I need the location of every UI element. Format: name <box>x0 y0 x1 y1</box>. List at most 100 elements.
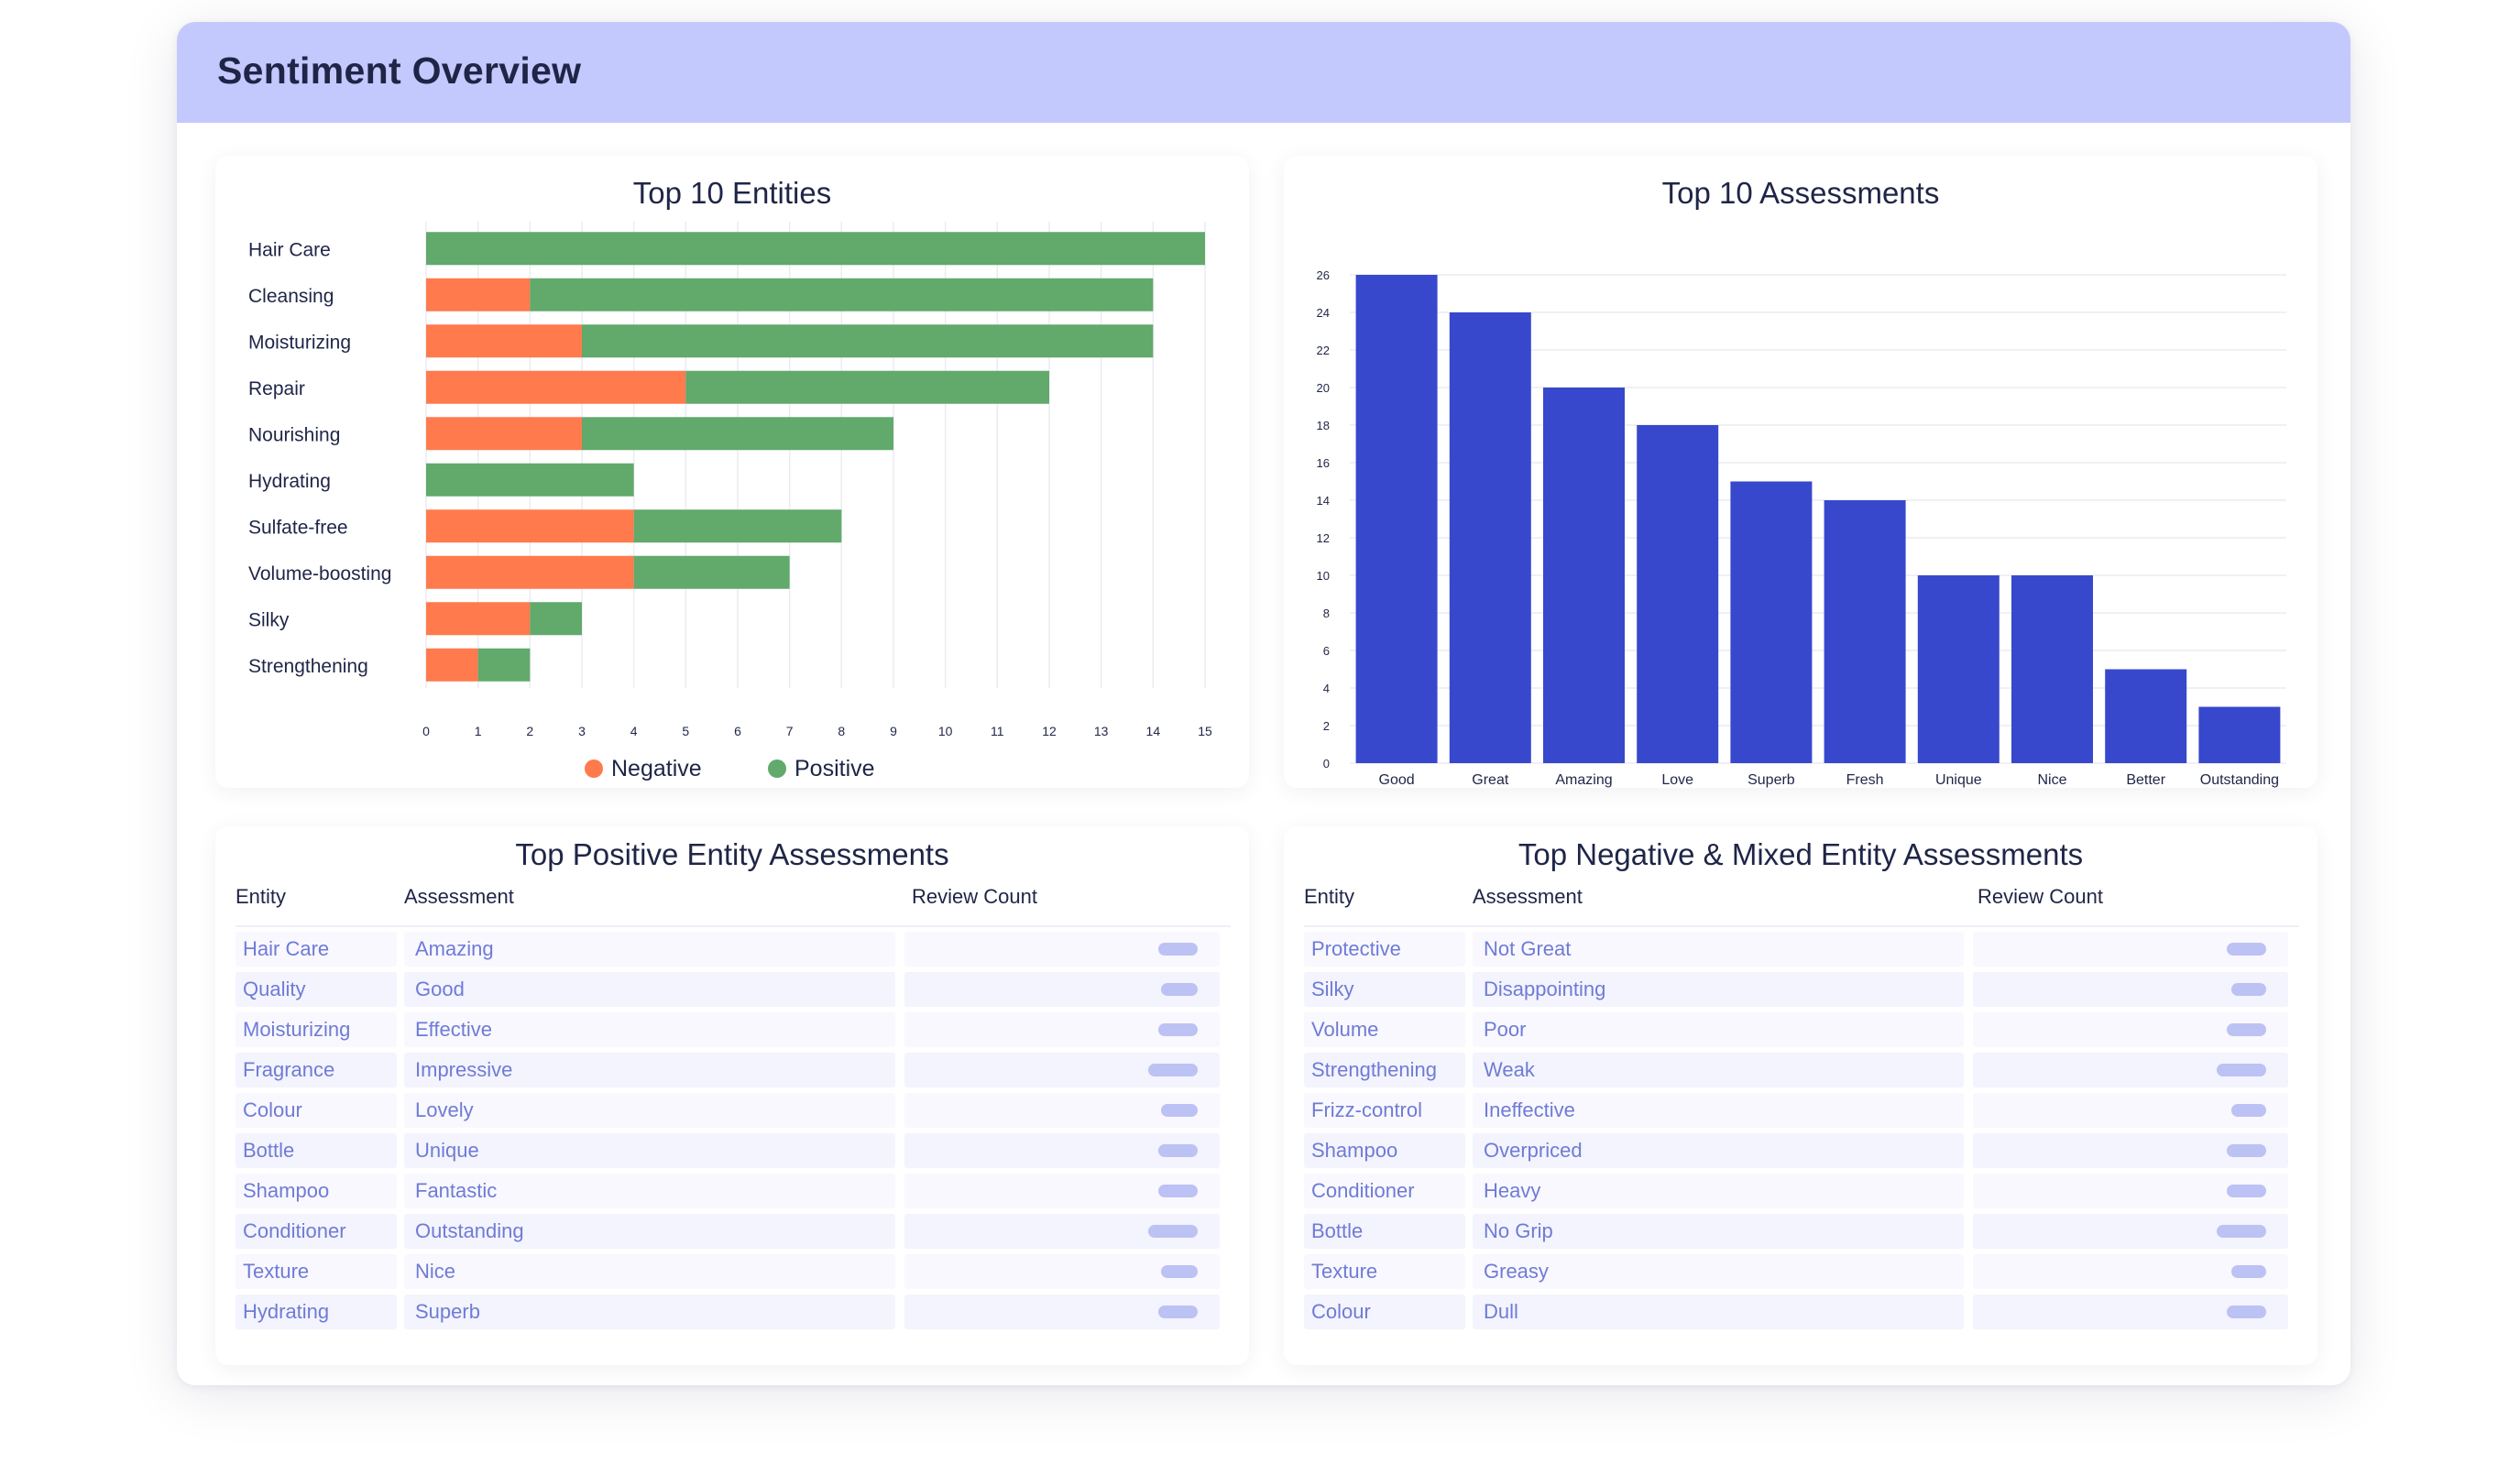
legend-negative-swatch <box>585 759 603 778</box>
negative-count-bar <box>2231 1104 2266 1117</box>
negative-entity-cell: Silky <box>1304 972 1465 1007</box>
y-tick-label: 24 <box>1317 306 1330 320</box>
negative-assessment-cell: Greasy <box>1473 1254 1964 1289</box>
negative-table-title: Top Negative & Mixed Entity Assessments <box>1517 837 2084 871</box>
bar-positive <box>582 417 893 451</box>
negative-assessment-cell: No Grip <box>1473 1214 1964 1249</box>
y-tick-label: Sulfate-free <box>248 517 348 538</box>
x-tick-label: Outstanding <box>2200 772 2279 788</box>
negative-assessment-cell: Weak <box>1473 1053 1964 1087</box>
bar-positive <box>633 555 790 589</box>
x-tick-label: 7 <box>786 724 794 738</box>
y-tick-label: 22 <box>1317 344 1330 357</box>
positive-count-bar <box>1157 943 1198 956</box>
x-tick-label: Better <box>2126 772 2165 788</box>
assessment-bar <box>1917 575 2000 763</box>
bar-negative <box>426 555 634 589</box>
negative-entity-cell: Frizz-control <box>1304 1093 1465 1128</box>
legend-negative-label: Negative <box>611 756 702 781</box>
assessment-bar <box>1637 425 1719 763</box>
x-tick-label: 15 <box>1198 724 1212 738</box>
positive-table-title: Top Positive Entity Assessments <box>515 837 949 871</box>
positive-entity-cell: Shampoo <box>236 1174 397 1208</box>
x-tick-label: Great <box>1472 772 1509 788</box>
x-tick-label: 5 <box>682 724 689 738</box>
positive-count-bar <box>1157 1306 1198 1318</box>
x-tick-label: Love <box>1661 772 1693 788</box>
x-tick-label: 11 <box>991 724 1004 738</box>
x-tick-label: Superb <box>1748 772 1795 788</box>
y-tick-label: Strengthening <box>248 656 368 677</box>
negative-entity-cell: Strengthening <box>1304 1053 1465 1087</box>
x-tick-label: 6 <box>734 724 741 738</box>
positive-count-bar <box>1157 1144 1198 1157</box>
y-tick-label: Hair Care <box>248 239 331 260</box>
y-tick-label: 6 <box>1323 644 1330 658</box>
positive-entity-cell: Fragrance <box>236 1053 397 1087</box>
header: Sentiment Overview <box>177 22 2350 123</box>
y-tick-label: Nourishing <box>248 424 340 445</box>
x-tick-label: Unique <box>1935 772 1982 788</box>
negative-entity-cell: Conditioner <box>1304 1174 1465 1208</box>
y-tick-label: 16 <box>1317 456 1330 470</box>
positive-entity-cell: Hair Care <box>236 932 397 967</box>
assessment-bar <box>1543 388 1625 763</box>
positive-assessment-cell: Impressive <box>404 1053 895 1087</box>
bar-positive <box>530 602 582 636</box>
x-tick-label: 3 <box>578 724 586 738</box>
positive-entity-cell: Colour <box>236 1093 397 1128</box>
x-tick-label: Nice <box>2037 772 2066 788</box>
y-tick-label: 12 <box>1317 531 1330 545</box>
negative-count-bar <box>2217 1064 2266 1076</box>
bar-negative <box>426 324 582 358</box>
positive-entity-cell: Texture <box>236 1254 397 1289</box>
y-tick-label: 4 <box>1323 682 1330 695</box>
bar-positive <box>426 463 634 497</box>
positive-entity-cell: Hydrating <box>236 1295 397 1329</box>
negative-count-bar <box>2226 1144 2266 1157</box>
x-tick-label: 1 <box>475 724 482 738</box>
assessment-bar <box>1355 275 1438 763</box>
bar-positive <box>530 278 1154 311</box>
y-tick-label: 0 <box>1323 757 1330 770</box>
legend-positive-label: Positive <box>794 756 875 781</box>
bar-positive <box>477 648 531 682</box>
x-tick-label: 10 <box>938 724 953 738</box>
positive-count-bar <box>1160 1265 1198 1278</box>
positive-assessment-cell: Good <box>404 972 895 1007</box>
entities-panel: Top 10 Entities Hair Care Cleansing Moistu… <box>215 156 1249 788</box>
positive-assessment-cell: Superb <box>404 1295 895 1329</box>
x-tick-label: 14 <box>1146 724 1161 738</box>
bar-negative <box>426 417 582 451</box>
y-tick-label: 10 <box>1317 569 1330 583</box>
positive-header-divider <box>236 925 1231 927</box>
y-tick-label: 26 <box>1317 268 1330 282</box>
negative-header-divider <box>1304 925 2299 927</box>
negative-assessment-cell: Dull <box>1473 1295 1964 1329</box>
positive-assessment-cell: Nice <box>404 1254 895 1289</box>
x-tick-label: 2 <box>526 724 533 738</box>
y-tick-label: Volume-boosting <box>248 563 391 585</box>
x-tick-label: 9 <box>890 724 897 738</box>
negative-assessment-header: Assessment <box>1473 885 1583 908</box>
assessment-bar <box>1449 312 1531 763</box>
positive-count-bar <box>1160 1104 1198 1117</box>
entities-chart: Hair Care Cleansing Moisturizing Repair Nour… <box>248 222 1212 781</box>
positive-assessments-panel: Top Positive Entity Assessments Entity A… <box>215 826 1249 1365</box>
bar-positive <box>633 509 842 543</box>
y-tick-label: 18 <box>1317 419 1330 432</box>
legend-positive-swatch <box>768 759 786 778</box>
negative-count-bar <box>2226 1185 2266 1197</box>
assessment-bar <box>2198 706 2281 763</box>
negative-assessment-cell: Ineffective <box>1473 1093 1964 1128</box>
x-tick-label: 12 <box>1042 724 1057 738</box>
negative-assessments-panel: Top Negative & Mixed Entity Assessments … <box>1284 826 2317 1365</box>
positive-assessment-cell: Effective <box>404 1012 895 1047</box>
assessment-bar <box>2011 575 2093 763</box>
bar-positive <box>582 324 1154 358</box>
negative-entity-cell: Bottle <box>1304 1214 1465 1249</box>
positive-count-bar <box>1148 1225 1198 1238</box>
y-tick-label: 20 <box>1317 381 1330 395</box>
assessment-bar <box>1824 500 1906 763</box>
